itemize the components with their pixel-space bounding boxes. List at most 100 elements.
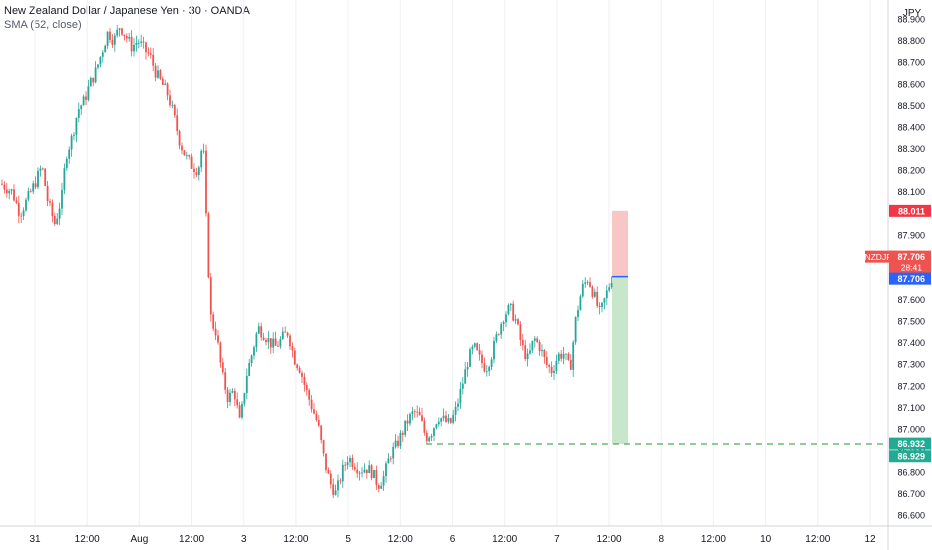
candle-body: [526, 353, 529, 360]
candle-body: [385, 463, 387, 477]
candle-body: [39, 168, 42, 171]
candle-body: [142, 41, 145, 43]
candle-body: [370, 465, 373, 479]
candle-body: [485, 371, 488, 373]
candle-body: [466, 366, 469, 370]
candle-body: [550, 366, 553, 373]
candle-body: [61, 189, 63, 209]
candle-body: [221, 362, 224, 373]
candle-body: [109, 31, 111, 40]
candle-body: [481, 354, 483, 364]
candle-body: [104, 45, 107, 53]
candle-body: [490, 359, 493, 367]
x-tick-label: 12: [864, 534, 876, 545]
candle-body: [219, 342, 222, 363]
candle-body: [572, 342, 575, 370]
candle-body: [267, 338, 270, 343]
candle-body: [452, 414, 455, 423]
candle-body: [243, 393, 246, 404]
candle-body: [173, 105, 176, 116]
candle-body: [433, 428, 435, 436]
candle-body: [226, 389, 229, 403]
candle-body: [310, 399, 313, 410]
candle-body: [8, 190, 11, 194]
candle-body: [17, 202, 20, 216]
candle-body: [406, 420, 409, 424]
x-tick-label: 12:00: [597, 534, 622, 545]
candle-body: [257, 326, 260, 334]
indicator-label: SMA (52, close): [4, 19, 82, 31]
candle-body: [351, 457, 354, 468]
candle-body: [459, 388, 462, 404]
candle-body: [265, 340, 267, 343]
y-tick-label: 88.800: [897, 36, 925, 46]
candle-body: [190, 156, 193, 169]
candle-body: [507, 305, 510, 315]
candle-body: [517, 319, 519, 325]
candle-body: [514, 319, 517, 321]
candle-body: [46, 185, 49, 202]
candle-body: [341, 464, 344, 482]
candle-body: [32, 183, 35, 192]
candle-body: [363, 469, 366, 473]
candle-body: [97, 64, 99, 68]
candle-body: [332, 484, 335, 495]
candle-body: [137, 42, 140, 44]
candle-body: [476, 343, 479, 350]
candle-body: [25, 199, 27, 211]
candle-body: [128, 36, 131, 39]
candle-body: [70, 135, 73, 150]
candle-body: [315, 413, 318, 421]
candle-body: [502, 322, 505, 324]
y-tick-label: 87.600: [897, 295, 925, 305]
candle-body: [293, 350, 296, 365]
candle-body: [77, 109, 80, 118]
candle-body: [279, 338, 282, 347]
x-tick-label: 12:00: [701, 534, 726, 545]
candle-body: [308, 390, 311, 400]
candle-body: [277, 345, 279, 347]
candle-body: [217, 335, 219, 343]
candle-body: [368, 465, 371, 474]
candle-body: [20, 215, 23, 217]
candle-body: [49, 201, 51, 203]
candle-body: [411, 411, 414, 415]
y-tick-label: 86.800: [897, 468, 925, 478]
candle-body: [27, 190, 30, 200]
candle-body: [193, 168, 195, 173]
candle-body: [524, 345, 527, 360]
candle-body: [435, 424, 438, 429]
candle-body: [99, 56, 102, 65]
x-tick-label: Aug: [130, 534, 148, 545]
y-tick-label: 86.600: [897, 511, 925, 521]
candle-body: [500, 323, 503, 335]
y-tick-label: 88.700: [897, 58, 925, 68]
candle-body: [555, 360, 558, 371]
x-tick-label: 10: [760, 534, 772, 545]
candle-body: [250, 355, 253, 364]
candle-body: [548, 365, 551, 367]
candle-body: [3, 184, 6, 190]
y-tick-label: 88.900: [897, 15, 925, 25]
candle-body: [313, 409, 315, 414]
candle-body: [205, 150, 207, 214]
candle-body: [437, 421, 440, 425]
candle-body: [260, 326, 263, 338]
candle-body: [605, 290, 608, 299]
stop-price-label-bg: [889, 204, 931, 217]
candle-body: [327, 469, 330, 474]
candle-body: [478, 349, 481, 355]
candle-body: [361, 472, 363, 474]
x-tick-label: 3: [241, 534, 247, 545]
y-tick-label: 87.900: [897, 230, 925, 240]
candle-body: [63, 168, 66, 190]
candle-body: [154, 65, 157, 78]
candle-body: [349, 457, 351, 463]
candle-body: [224, 372, 227, 390]
candle-body: [238, 405, 241, 418]
candle-body: [497, 334, 500, 336]
candle-body: [591, 286, 594, 297]
candle-body: [13, 189, 15, 201]
candle-body: [214, 328, 217, 336]
